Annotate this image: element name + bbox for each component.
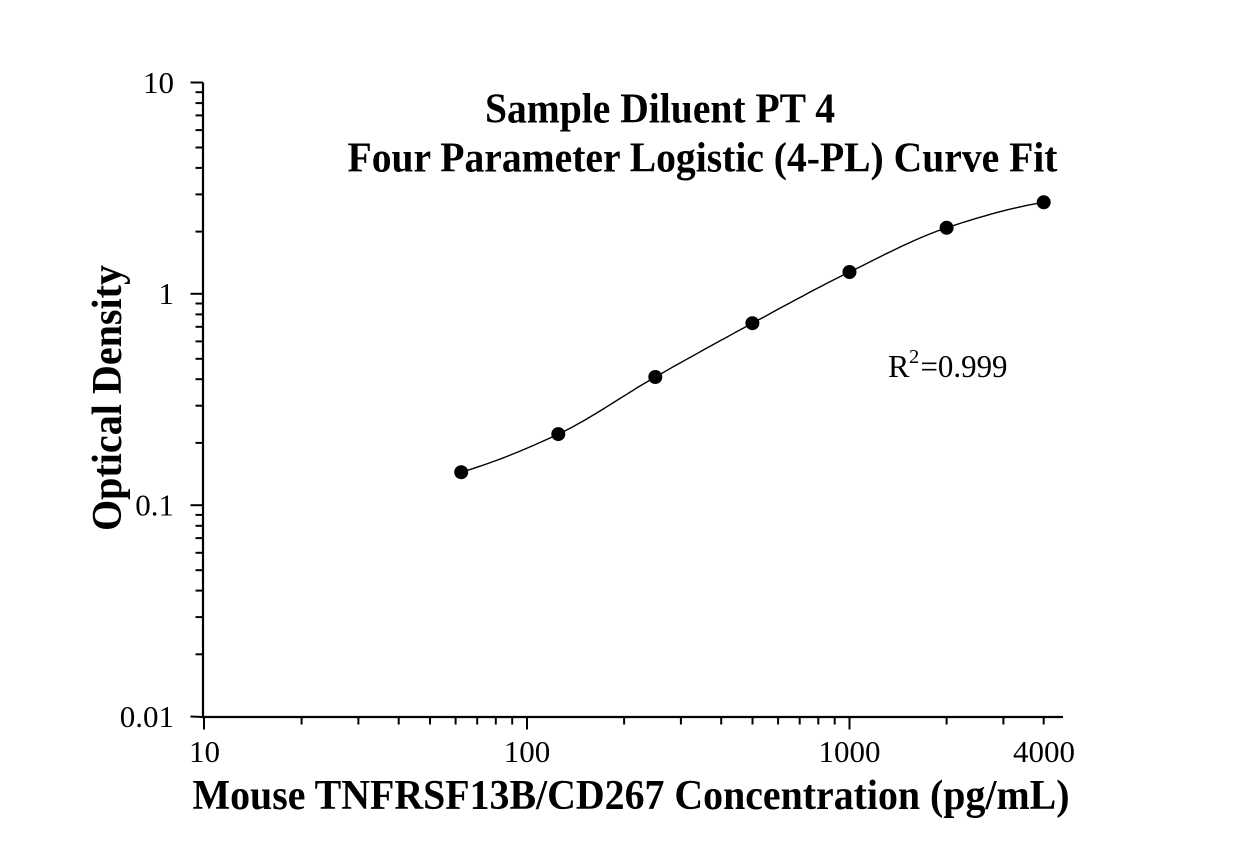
svg-text:1: 1 xyxy=(159,276,175,311)
svg-text:1000: 1000 xyxy=(819,734,881,769)
svg-text:Mouse TNFRSF13B/CD267 Concentr: Mouse TNFRSF13B/CD267 Concentration (pg/… xyxy=(193,773,1070,819)
svg-text:10: 10 xyxy=(143,65,174,100)
svg-text:0.1: 0.1 xyxy=(135,487,174,522)
svg-text:Optical Density: Optical Density xyxy=(85,265,131,531)
svg-text:100: 100 xyxy=(504,734,551,769)
svg-text:Sample Diluent PT 4: Sample Diluent PT 4 xyxy=(485,87,835,133)
svg-text:R: R xyxy=(888,348,910,384)
svg-text:Four Parameter Logistic (4-PL): Four Parameter Logistic (4-PL) Curve Fit xyxy=(348,136,1058,182)
svg-text:2: 2 xyxy=(909,346,919,368)
svg-text:0.01: 0.01 xyxy=(120,699,174,734)
svg-text:=0.999: =0.999 xyxy=(921,348,1008,384)
svg-text:10: 10 xyxy=(189,734,220,769)
svg-text:4000: 4000 xyxy=(1013,734,1075,769)
